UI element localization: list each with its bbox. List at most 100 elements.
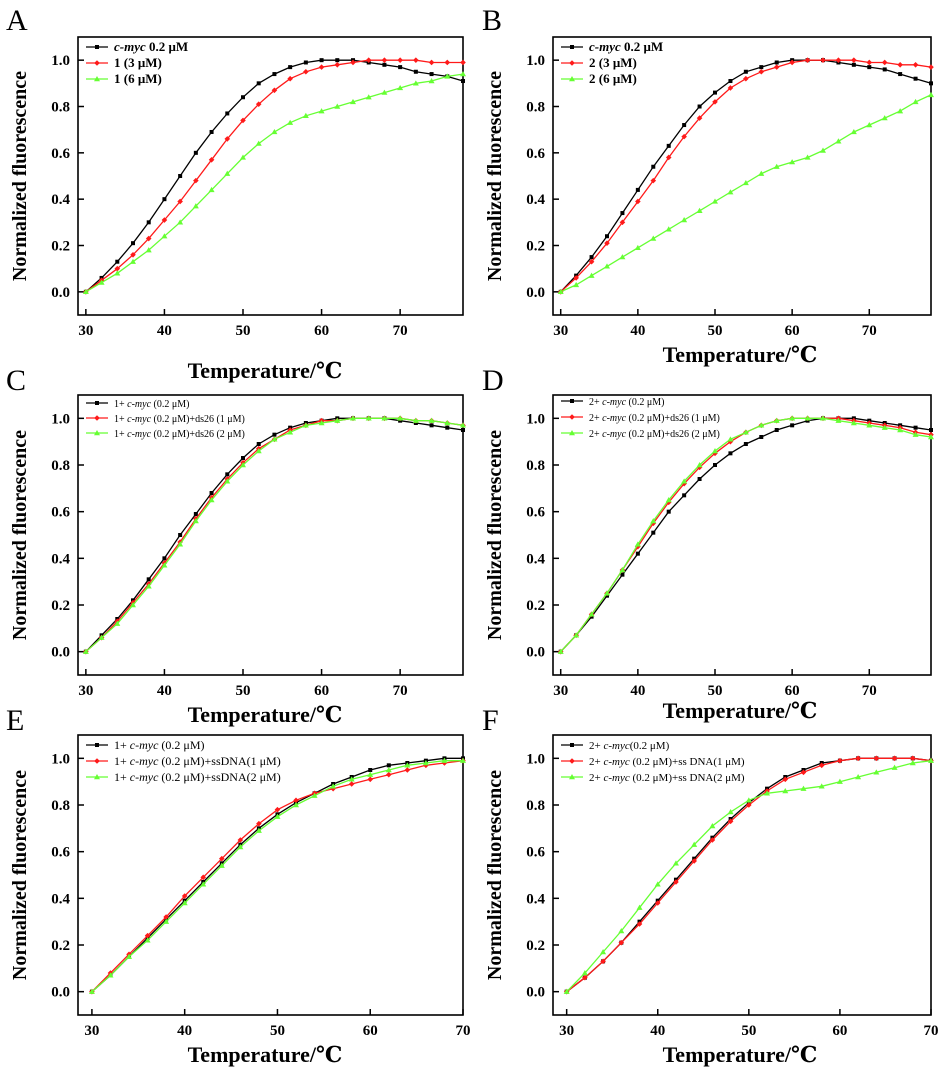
legend-entry: 1+ c-myc (0.2 μM)+ds26 (1 μM) [86, 414, 245, 425]
y-tick-label: 0.8 [51, 100, 70, 116]
y-tick-label: 0.8 [51, 458, 70, 474]
data-point [759, 435, 764, 439]
data-point [334, 62, 341, 68]
series-line [566, 757, 932, 993]
legend-label: c-myc 0.2 μM [114, 39, 188, 54]
data-point [665, 154, 672, 161]
data-point [742, 429, 749, 435]
data-point [334, 103, 341, 109]
data-point [177, 219, 184, 225]
data-point [835, 57, 842, 63]
chart-panel-c: C 0.0 0.2 0.4 0.6 0.8 1.0 30 40 50 60 70 Temperature… [6, 364, 466, 727]
data-point [912, 62, 919, 68]
data-point [851, 57, 857, 63]
x-axis-title: Temperature/℃ [188, 358, 343, 383]
legend-entry: 1+ c-myc (0.2 μM) [86, 399, 189, 410]
data-point [365, 415, 372, 421]
series-line [85, 417, 464, 653]
series-red [557, 415, 934, 655]
x-axis-title: Temperature/℃ [663, 698, 818, 723]
data-point [820, 147, 826, 153]
data-point [367, 776, 374, 783]
data-point [897, 427, 904, 433]
data-point [790, 423, 795, 428]
data-point [224, 170, 231, 176]
series-line [560, 417, 932, 653]
series-green [557, 91, 934, 295]
data-point [682, 493, 687, 498]
y-axis-title: Normalized fluorescence [9, 770, 31, 980]
data-point [404, 767, 411, 773]
x-tick-label: 40 [650, 1023, 665, 1039]
data-point [873, 769, 880, 775]
legend-label: 2+ c-myc (0.2 μM)+ss DNA(1 μM) [589, 756, 745, 768]
data-point [302, 112, 309, 118]
data-point [145, 583, 152, 589]
data-point [161, 233, 168, 239]
data-point [381, 89, 388, 95]
data-point [240, 117, 246, 124]
data-point [866, 59, 873, 66]
data-point [397, 84, 404, 91]
y-tick-label: 0.0 [526, 285, 545, 301]
y-tick-label: 0.2 [51, 938, 70, 954]
data-point [855, 774, 862, 780]
data-point [727, 85, 734, 91]
x-tick-label: 50 [236, 323, 251, 339]
data-point [650, 177, 657, 184]
data-point [696, 464, 703, 471]
x-tick-label: 60 [314, 323, 329, 339]
data-point [928, 434, 934, 440]
x-tick-label: 30 [84, 1023, 99, 1039]
data-point [588, 258, 595, 265]
legend-entry: 1+ c-myc (0.2 μM)+ssDNA(1 μM) [86, 754, 281, 768]
data-point [604, 240, 610, 246]
data-point [460, 757, 466, 763]
data-point [654, 900, 661, 906]
data-point [287, 119, 294, 125]
legend-entry: 2+ c-myc (0.2 μM)+ss DNA(1 μM) [561, 756, 745, 768]
x-tick-label: 60 [785, 323, 800, 339]
legend-entry: 2 (3 μM) [561, 55, 637, 70]
legend-marker [94, 774, 100, 780]
panel-label: F [482, 704, 499, 737]
data-point [618, 939, 625, 946]
chart-panel-e: E 0.0 0.2 0.4 0.6 0.8 1.0 30 40 50 60 70 Temperature… [6, 704, 471, 1067]
data-point [192, 203, 199, 209]
data-point [681, 478, 688, 484]
legend-marker [94, 430, 100, 436]
data-point [789, 415, 796, 421]
panel-label: A [6, 4, 28, 37]
data-point [318, 64, 325, 70]
y-tick-label: 0.4 [51, 192, 70, 208]
series-red [83, 57, 466, 295]
legend-marker [95, 45, 99, 49]
series-line [85, 73, 464, 293]
y-axis-title: Normalized fluorescence [484, 770, 506, 980]
data-point [727, 438, 734, 445]
y-tick-label: 0.8 [526, 100, 545, 116]
y-tick-label: 0.4 [526, 551, 545, 567]
x-tick-label: 40 [157, 323, 172, 339]
x-tick-label: 70 [862, 323, 877, 339]
data-point [302, 422, 309, 428]
y-tick-label: 0.2 [51, 239, 70, 255]
data-point [743, 69, 748, 74]
data-point [428, 417, 435, 423]
data-point [650, 235, 657, 241]
data-point [696, 462, 703, 468]
y-tick-label: 1.0 [51, 751, 70, 767]
data-point [256, 820, 262, 827]
legend-marker [569, 758, 575, 764]
legend-label: 2+ c-myc (0.2 μM)+ss DNA(2 μM) [589, 772, 745, 784]
series-line [560, 59, 932, 293]
legend-marker [569, 60, 575, 66]
data-point [881, 424, 888, 430]
data-point [114, 620, 121, 626]
data-point [144, 937, 151, 943]
legend-entry: c-myc 0.2 μM [561, 39, 663, 54]
series-line [85, 417, 464, 653]
data-point [178, 533, 183, 537]
data-point [837, 757, 843, 764]
series-red [563, 755, 934, 995]
